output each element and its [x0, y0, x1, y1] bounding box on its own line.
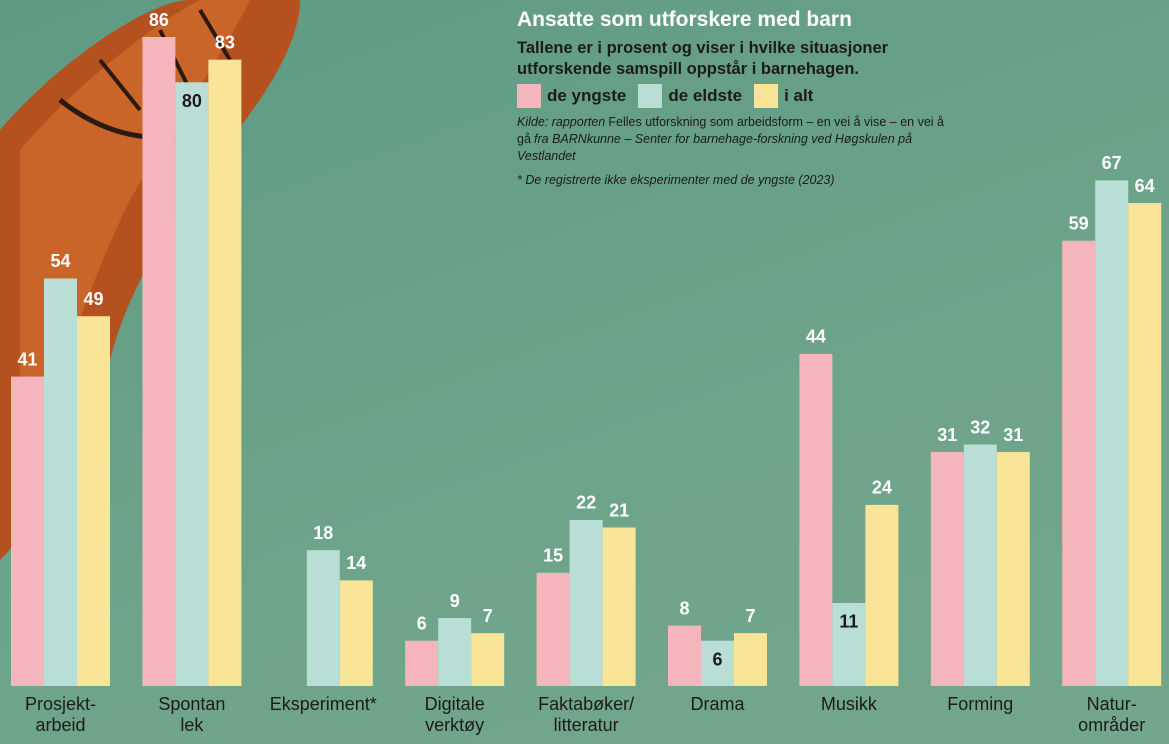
- value-label: 24: [872, 478, 892, 498]
- bar: [11, 377, 44, 686]
- value-label: 21: [609, 500, 629, 520]
- value-label: 6: [417, 613, 427, 633]
- bar: [175, 82, 208, 686]
- value-label: 7: [483, 606, 493, 626]
- value-label: 31: [1003, 425, 1023, 445]
- category-label: Forming: [915, 694, 1045, 715]
- legend-item: de yngste: [517, 84, 626, 108]
- bar: [1062, 241, 1095, 686]
- bar: [142, 37, 175, 686]
- bar: [603, 528, 636, 686]
- legend-label: de yngste: [547, 86, 626, 106]
- value-label: 7: [745, 606, 755, 626]
- value-label: 11: [839, 612, 858, 632]
- bar: [537, 573, 570, 686]
- category-label: Eksperiment*: [258, 694, 388, 715]
- bar: [307, 550, 340, 686]
- value-label: 31: [937, 425, 957, 445]
- category-label: Digitale verktøy: [390, 694, 520, 736]
- legend-label: de eldste: [668, 86, 742, 106]
- category-label: Spontan lek: [127, 694, 257, 736]
- source-text: fra BARNkunne – Senter for barnehage-for…: [517, 132, 912, 163]
- bar: [405, 641, 438, 686]
- value-label: 49: [83, 289, 103, 309]
- value-label: 83: [215, 32, 235, 52]
- legend-item: de eldste: [638, 84, 742, 108]
- legend-label: i alt: [784, 86, 813, 106]
- value-label: 6: [712, 649, 722, 669]
- bar: [931, 452, 964, 686]
- value-label: 41: [17, 349, 37, 369]
- bar: [997, 452, 1030, 686]
- bar: [570, 520, 603, 686]
- legend: de yngste de eldste i alt: [517, 84, 987, 108]
- category-label: Faktabøker/ litteratur: [521, 694, 651, 736]
- bar: [964, 445, 997, 686]
- bar: [208, 60, 241, 686]
- source-text: Kilde: rapporten: [517, 115, 605, 129]
- category-label: Natur- områder: [1047, 694, 1169, 736]
- bar: [77, 316, 110, 686]
- value-label: 18: [313, 523, 333, 543]
- page: 4154498680831814697152221867441124313231…: [0, 0, 1169, 744]
- value-label: 44: [806, 327, 826, 347]
- chart-title: Ansatte som utforskere med barn: [517, 8, 987, 32]
- bar: [799, 354, 832, 686]
- bar: [668, 626, 701, 686]
- value-label: 14: [346, 553, 366, 573]
- value-label: 64: [1135, 176, 1155, 196]
- legend-item: i alt: [754, 84, 813, 108]
- legend-swatch: [517, 84, 541, 108]
- bar: [438, 618, 471, 686]
- category-label: Drama: [653, 694, 783, 715]
- category-label: Prosjekt- arbeid: [0, 694, 126, 736]
- value-label: 15: [543, 546, 563, 566]
- bar: [471, 633, 504, 686]
- note: * De registrerte ikke eksperimenter med …: [517, 173, 987, 187]
- bar: [865, 505, 898, 686]
- legend-swatch: [638, 84, 662, 108]
- value-label: 22: [576, 493, 596, 513]
- bar: [734, 633, 767, 686]
- value-label: 9: [450, 591, 460, 611]
- value-label: 80: [182, 91, 202, 111]
- bar: [340, 580, 373, 686]
- value-label: 8: [679, 598, 689, 618]
- legend-swatch: [754, 84, 778, 108]
- value-label: 67: [1102, 153, 1122, 173]
- value-label: 32: [970, 417, 990, 437]
- info-block: Ansatte som utforskere med barn Tallene …: [517, 8, 987, 187]
- value-label: 54: [50, 251, 70, 271]
- bar: [44, 278, 77, 686]
- category-label: Musikk: [784, 694, 914, 715]
- bar: [1095, 180, 1128, 686]
- value-label: 59: [1069, 214, 1089, 234]
- bar: [1128, 203, 1161, 686]
- value-label: 86: [149, 10, 169, 30]
- subtitle: Tallene er i prosent og viser i hvilke s…: [517, 38, 967, 80]
